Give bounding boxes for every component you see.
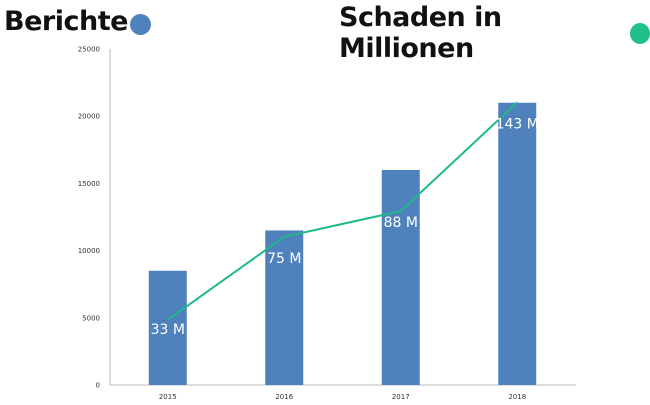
bar-2018 (498, 102, 537, 385)
x-tick-label: 2015 (159, 393, 177, 401)
legend-schaden-label: Schaden in Millionen (339, 2, 502, 64)
bar-2016 (265, 230, 304, 385)
y-tick-label: 10000 (78, 247, 100, 255)
data-label: 88 M (384, 215, 418, 231)
legend-berichte: Berichte (4, 6, 151, 37)
bar-2015 (148, 270, 187, 385)
data-label: 143 M (496, 116, 539, 132)
x-tick-label: 2018 (508, 393, 526, 401)
line-schaden (167, 101, 518, 321)
y-tick-label: 20000 (78, 113, 100, 121)
legend-schaden-dot (630, 22, 650, 44)
x-tick-label: 2017 (392, 393, 410, 401)
data-label: 75 M (267, 251, 301, 267)
y-tick-label: 0 (96, 382, 100, 390)
y-tick-label: 15000 (78, 180, 100, 188)
y-tick-label: 5000 (82, 314, 100, 322)
bar-2017 (381, 169, 420, 385)
data-label: 33 M (151, 322, 185, 338)
legend-berichte-label: Berichte (4, 6, 128, 37)
y-tick-label: 25000 (78, 46, 100, 54)
legend-schaden: Schaden in Millionen (339, 2, 650, 64)
legend-berichte-dot (129, 14, 151, 35)
x-tick-label: 2016 (275, 393, 293, 401)
